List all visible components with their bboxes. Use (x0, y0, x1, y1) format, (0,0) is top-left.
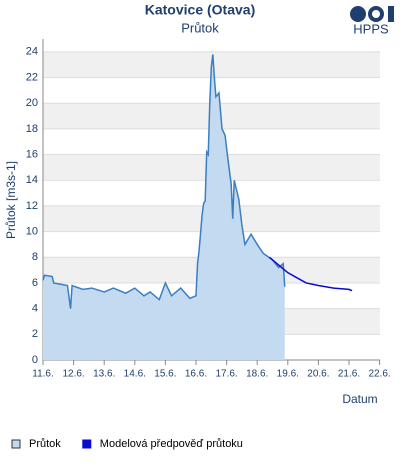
y-tick-label: 22 (26, 71, 38, 83)
x-tick-label: 18.6. (246, 369, 268, 380)
x-tick-label: 11.6. (32, 369, 54, 380)
legend-swatch (11, 439, 21, 449)
y-tick-label: 0 (32, 354, 38, 366)
x-axis-label: Datum (342, 392, 377, 406)
logo-text: HPPS (353, 21, 389, 36)
y-tick-label: 18 (26, 123, 38, 135)
x-tick-label: 16.6. (185, 369, 207, 380)
y-tick-label: 16 (26, 148, 38, 160)
x-tick-label: 20.6. (307, 369, 329, 380)
x-tick-label: 22.6. (368, 369, 390, 380)
y-tick-label: 10 (26, 226, 38, 238)
y-tick-label: 8 (32, 251, 38, 263)
line (42, 54, 286, 309)
y-tick-label: 4 (32, 303, 38, 315)
x-tick-label: 12.6. (62, 369, 84, 380)
y-tick-label: 2 (32, 328, 38, 340)
y-tick-label: 24 (26, 46, 38, 58)
y-tick-label: 6 (32, 277, 38, 289)
x-tick-label: 21.6. (338, 369, 360, 380)
line (268, 256, 353, 292)
chart-subtitle: Průtok (181, 20, 219, 35)
logo (350, 6, 394, 22)
y-tick-label: 14 (26, 174, 38, 186)
chart-title: Katovice (Otava) (145, 2, 255, 18)
y-tick-label: 20 (26, 97, 38, 109)
x-tick-label: 19.6. (277, 369, 299, 380)
legend-swatch (82, 439, 92, 449)
x-tick-label: 15.6. (154, 369, 176, 380)
y-axis-label: Průtok [m3s-1] (4, 161, 18, 239)
area (43, 54, 285, 361)
x-tick-label: 17.6. (215, 369, 237, 380)
x-tick-label: 13.6. (93, 369, 115, 380)
y-tick-label: 12 (26, 200, 38, 212)
x-tick-label: 14.6. (124, 369, 146, 380)
legend-label: Modelová předpověď průtoku (100, 438, 243, 450)
legend-label: Průtok (29, 438, 61, 450)
